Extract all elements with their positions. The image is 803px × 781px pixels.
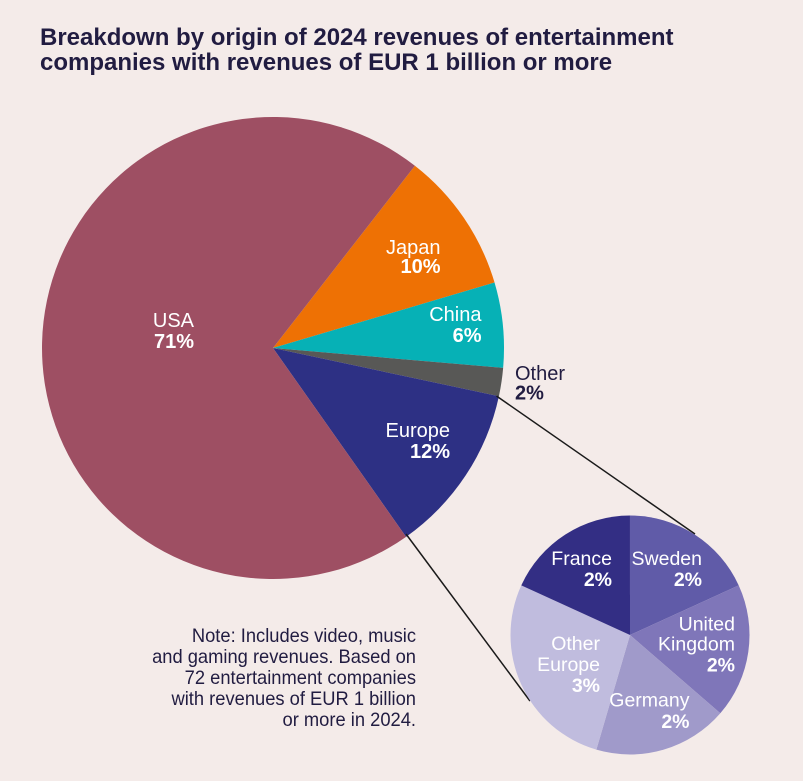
svg-text:Europe: Europe bbox=[537, 654, 600, 676]
svg-text:Europe: Europe bbox=[386, 420, 451, 442]
svg-text:12%: 12% bbox=[410, 441, 450, 463]
svg-text:France: France bbox=[551, 548, 612, 570]
svg-text:Germany: Germany bbox=[609, 690, 689, 712]
svg-text:Other: Other bbox=[551, 633, 600, 655]
svg-text:Kingdom: Kingdom bbox=[658, 633, 735, 655]
svg-text:2%: 2% bbox=[707, 655, 735, 677]
svg-text:2%: 2% bbox=[661, 711, 689, 733]
svg-text:6%: 6% bbox=[453, 325, 482, 347]
svg-text:3%: 3% bbox=[572, 675, 600, 697]
svg-text:2%: 2% bbox=[584, 569, 612, 591]
svg-text:Other: Other bbox=[515, 363, 565, 385]
svg-text:USA: USA bbox=[153, 310, 195, 332]
svg-text:10%: 10% bbox=[400, 256, 440, 278]
svg-text:Sweden: Sweden bbox=[632, 548, 702, 570]
svg-text:United: United bbox=[679, 613, 735, 635]
svg-text:Japan: Japan bbox=[386, 237, 441, 259]
svg-text:China: China bbox=[429, 304, 482, 326]
svg-text:2%: 2% bbox=[515, 383, 544, 405]
svg-text:2%: 2% bbox=[674, 569, 702, 591]
svg-text:71%: 71% bbox=[154, 331, 194, 353]
